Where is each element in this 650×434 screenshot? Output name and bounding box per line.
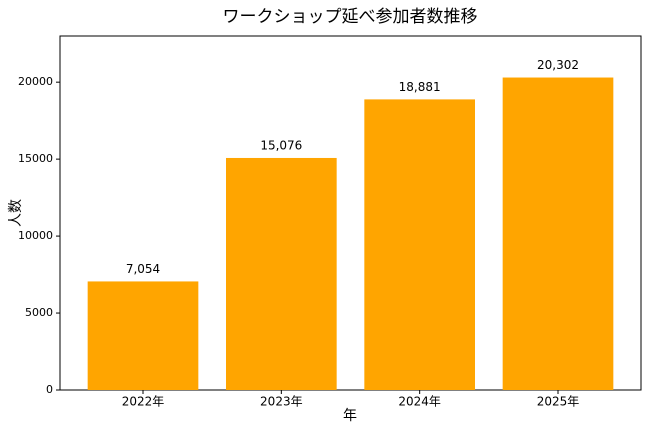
- plot-frame: [59, 35, 642, 391]
- value-label: 18,881: [399, 80, 441, 94]
- y-tick-label: 20000: [18, 75, 53, 88]
- bar: [226, 157, 337, 390]
- chart-title: ワークショップ延べ参加者数推移: [223, 7, 478, 27]
- y-tick-label: 5000: [25, 306, 53, 319]
- y-tick-label: 15000: [18, 152, 53, 165]
- x-tick-label: 2025年: [537, 395, 580, 409]
- x-axis-label: 年: [343, 408, 357, 424]
- bar: [364, 99, 475, 390]
- y-axis-label: 人数: [8, 199, 24, 227]
- x-tick-label: 2023年: [260, 395, 303, 409]
- value-label: 15,076: [260, 138, 302, 152]
- value-label: 20,302: [537, 58, 579, 72]
- y-tick-label: 0: [46, 383, 53, 396]
- x-tick-label: 2022年: [122, 395, 165, 409]
- x-tick-label: 2024年: [398, 395, 441, 409]
- bar: [87, 281, 199, 390]
- bar: [502, 77, 614, 390]
- value-label: 7,054: [126, 262, 160, 276]
- y-tick-label: 10000: [18, 229, 53, 242]
